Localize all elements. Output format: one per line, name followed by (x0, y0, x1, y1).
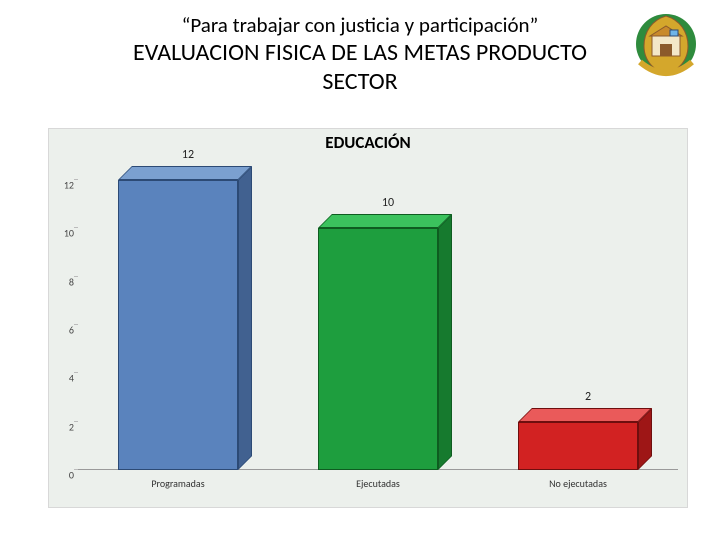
y-tick-mark (74, 179, 78, 180)
bar-front (118, 180, 238, 470)
bar-value-label: 10 (328, 196, 448, 210)
y-tick-mark (74, 227, 78, 228)
bar: 12Programadas (118, 180, 238, 470)
sector-text: SECTOR (0, 67, 720, 96)
y-tick-label: 2 (56, 420, 74, 433)
title-text: EVALUACION FISICA DE LAS METAS PRODUCTO (0, 38, 720, 67)
bar-side (238, 166, 252, 470)
bar-value-label: 12 (128, 148, 248, 162)
y-tick-label: 12 (56, 179, 74, 192)
motto-text: “Para trabajar con justicia y participac… (0, 12, 720, 38)
slide-header: “Para trabajar con justicia y participac… (0, 12, 720, 96)
crest-icon (630, 8, 702, 80)
x-axis-label: Programadas (151, 477, 204, 490)
y-tick-label: 6 (56, 324, 74, 337)
y-tick-label: 4 (56, 372, 74, 385)
y-tick-mark (74, 372, 78, 373)
bar-top (518, 408, 652, 422)
y-tick-mark (74, 276, 78, 277)
bar: 10Ejecutadas (318, 228, 438, 470)
x-axis-label: Ejecutadas (356, 477, 400, 490)
bar-front (318, 228, 438, 470)
y-tick-label: 8 (56, 275, 74, 288)
y-tick-mark (74, 421, 78, 422)
bar-value-label: 2 (528, 390, 648, 404)
bar: 2No ejecutadas (518, 422, 638, 470)
bar-front (518, 422, 638, 470)
y-tick-label: 0 (56, 469, 74, 482)
y-tick-mark (74, 469, 78, 470)
y-tick-label: 10 (56, 227, 74, 240)
bar-side (438, 214, 452, 470)
bar-top (318, 214, 452, 228)
x-axis-label: No ejecutadas (549, 477, 607, 490)
bar-chart: 02468101212Programadas10Ejecutadas2No ej… (78, 180, 678, 470)
bar-top (118, 166, 252, 180)
y-tick-mark (74, 324, 78, 325)
